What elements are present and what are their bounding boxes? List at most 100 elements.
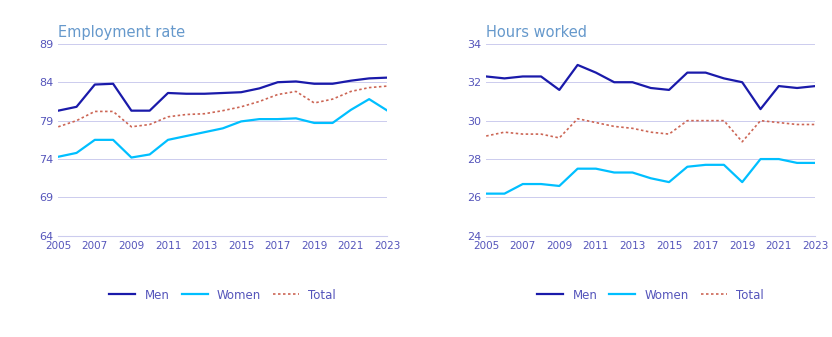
- Women: [774, 157, 784, 161]
- Women: [481, 192, 491, 196]
- Women: [328, 121, 338, 125]
- Women: [518, 182, 527, 186]
- Men: [774, 84, 784, 88]
- Total: [737, 140, 747, 144]
- Women: [536, 182, 546, 186]
- Line: Total: Total: [486, 119, 815, 142]
- Total: [218, 109, 228, 113]
- Men: [609, 80, 619, 84]
- Men: [591, 71, 601, 75]
- Men: [554, 88, 564, 92]
- Women: [664, 180, 674, 184]
- Total: [719, 119, 729, 123]
- Men: [53, 109, 63, 113]
- Women: [646, 176, 656, 180]
- Text: Employment rate: Employment rate: [58, 25, 186, 40]
- Total: [126, 125, 136, 129]
- Total: [181, 113, 191, 117]
- Text: Hours worked: Hours worked: [486, 25, 587, 40]
- Men: [792, 86, 802, 90]
- Men: [682, 71, 692, 75]
- Men: [291, 80, 301, 84]
- Women: [810, 161, 820, 165]
- Total: [810, 122, 820, 126]
- Men: [328, 82, 338, 86]
- Total: [310, 101, 319, 105]
- Women: [53, 155, 63, 159]
- Total: [572, 117, 582, 121]
- Men: [518, 74, 527, 79]
- Women: [108, 138, 118, 142]
- Men: [701, 71, 711, 75]
- Men: [383, 75, 393, 80]
- Women: [719, 163, 729, 167]
- Total: [554, 136, 564, 140]
- Men: [719, 76, 729, 81]
- Total: [200, 112, 210, 116]
- Women: [163, 138, 173, 142]
- Total: [591, 121, 601, 125]
- Men: [163, 91, 173, 95]
- Women: [310, 121, 319, 125]
- Women: [218, 126, 228, 130]
- Line: Women: Women: [58, 99, 388, 157]
- Men: [126, 109, 136, 113]
- Men: [364, 76, 374, 81]
- Men: [273, 80, 283, 84]
- Men: [627, 80, 637, 84]
- Total: [90, 110, 100, 114]
- Women: [591, 167, 601, 171]
- Total: [145, 122, 155, 126]
- Men: [90, 83, 100, 87]
- Total: [518, 132, 527, 136]
- Total: [627, 126, 637, 130]
- Women: [737, 180, 747, 184]
- Legend: Men, Women, Total: Men, Women, Total: [105, 284, 341, 307]
- Men: [755, 107, 765, 111]
- Women: [145, 152, 155, 156]
- Men: [145, 109, 155, 113]
- Women: [90, 138, 100, 142]
- Women: [792, 161, 802, 165]
- Women: [200, 130, 210, 134]
- Total: [536, 132, 546, 136]
- Total: [646, 130, 656, 134]
- Men: [181, 92, 191, 96]
- Men: [737, 80, 747, 84]
- Total: [383, 84, 393, 88]
- Women: [383, 109, 393, 113]
- Total: [346, 89, 356, 93]
- Men: [310, 82, 319, 86]
- Line: Women: Women: [486, 159, 815, 194]
- Men: [810, 84, 820, 88]
- Women: [364, 97, 374, 101]
- Women: [701, 163, 711, 167]
- Total: [53, 125, 63, 129]
- Total: [755, 119, 765, 123]
- Total: [664, 132, 674, 136]
- Total: [72, 119, 82, 123]
- Women: [609, 171, 619, 175]
- Total: [682, 119, 692, 123]
- Men: [481, 74, 491, 79]
- Men: [255, 86, 265, 90]
- Women: [72, 151, 82, 155]
- Total: [291, 89, 301, 93]
- Total: [774, 121, 784, 125]
- Total: [792, 122, 802, 126]
- Women: [346, 108, 356, 112]
- Men: [346, 79, 356, 83]
- Total: [328, 97, 338, 101]
- Women: [572, 167, 582, 171]
- Total: [609, 124, 619, 128]
- Total: [108, 110, 118, 114]
- Total: [701, 119, 711, 123]
- Women: [499, 192, 509, 196]
- Women: [126, 155, 136, 159]
- Women: [291, 116, 301, 120]
- Men: [218, 91, 228, 95]
- Total: [163, 115, 173, 119]
- Total: [236, 105, 246, 109]
- Women: [627, 171, 637, 175]
- Line: Men: Men: [486, 65, 815, 109]
